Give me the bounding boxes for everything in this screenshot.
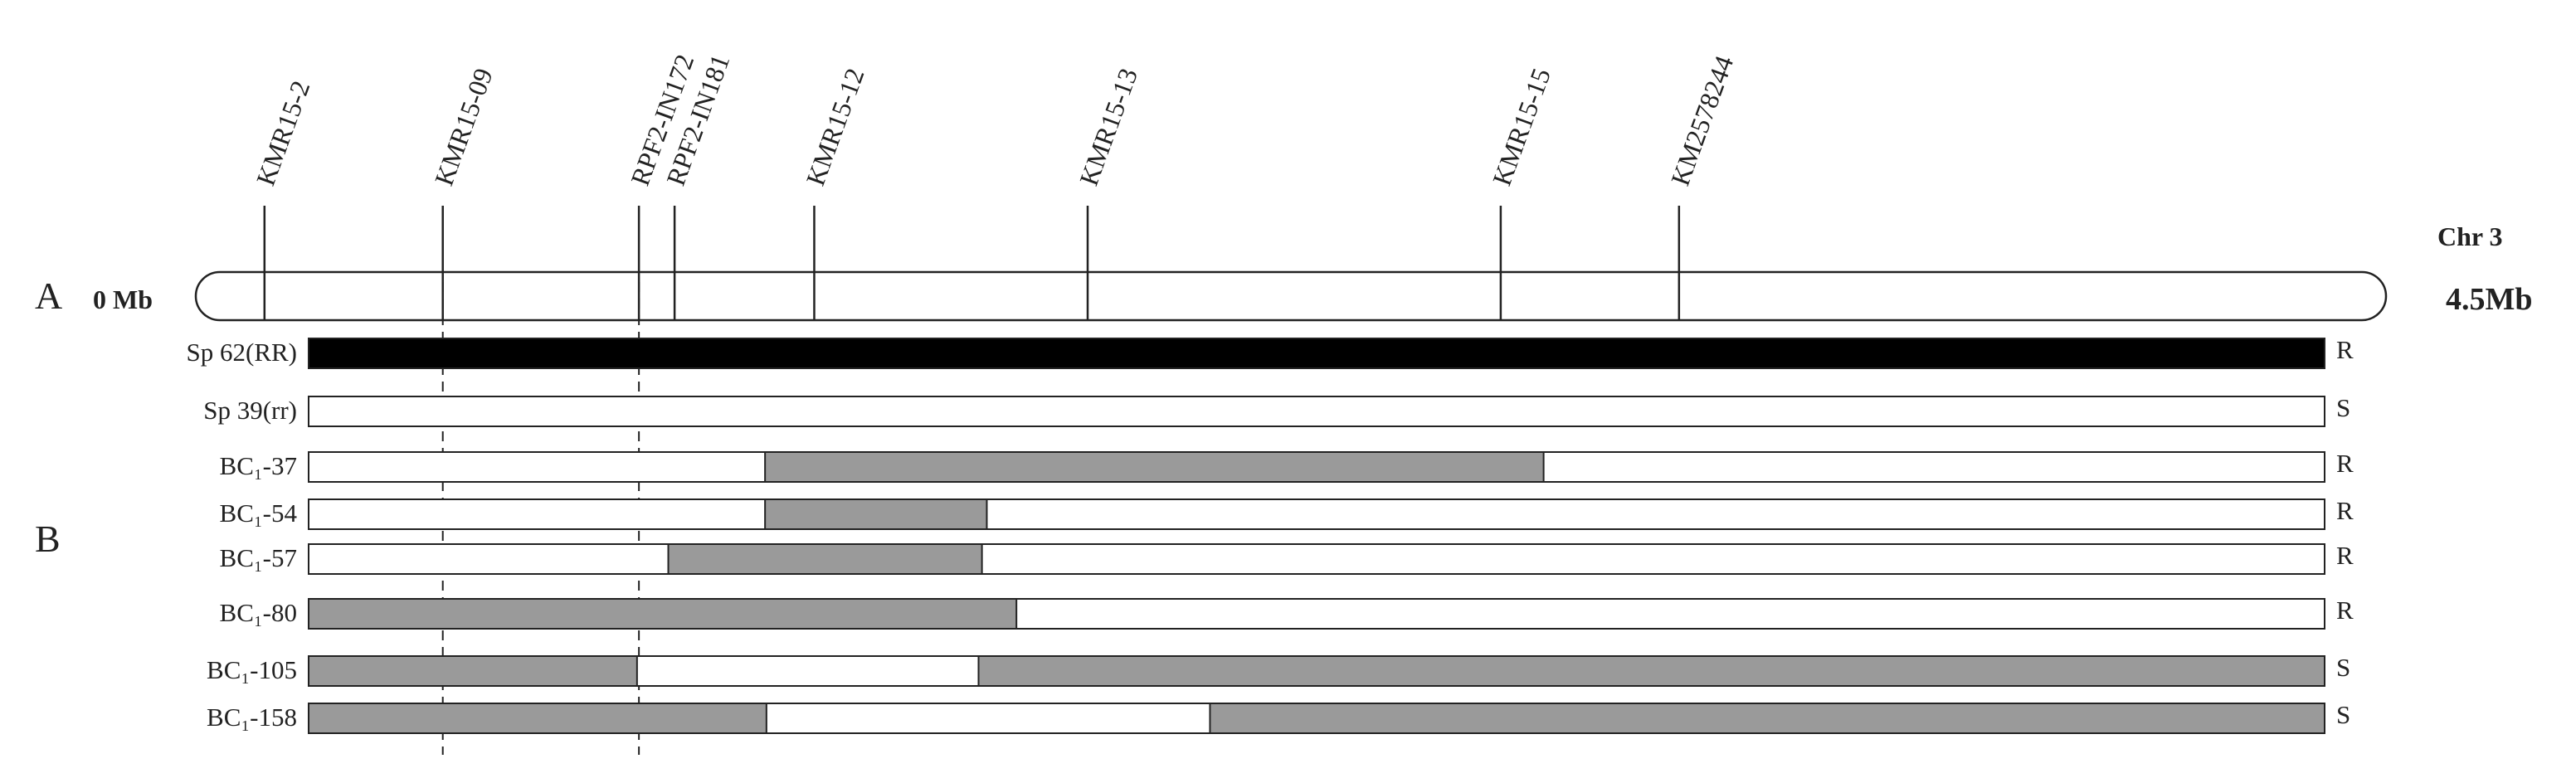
individual-name: BC₁-158 [207, 703, 297, 732]
phenotype-label: S [2336, 653, 2350, 682]
introgression-segment [764, 498, 988, 530]
introgression-segment [1209, 703, 2325, 734]
phenotype-label: R [2336, 335, 2354, 364]
individual-name: BC₁-57 [220, 543, 297, 572]
genotype-bar [308, 396, 2325, 427]
introgression-segment [308, 703, 767, 734]
individual-name: BC₁-54 [220, 498, 298, 528]
phenotype-label: R [2336, 541, 2354, 570]
introgression-segment [308, 598, 1018, 630]
genotype-rows: Sp 62(RR) R Sp 39(rr) S BC₁-37 R BC₁-54 R BC₁-57… [187, 335, 2354, 734]
individual-name: BC₁-80 [220, 598, 297, 627]
genotype-bar [308, 498, 2325, 530]
chromosome-bar [194, 270, 2388, 322]
individual-name: BC₁-37 [220, 451, 297, 480]
genotype-bar [308, 543, 2325, 575]
end-label: 4.5Mb [2446, 282, 2533, 317]
phenotype-label: R [2336, 449, 2354, 478]
marker-label: KMR15-15 [1487, 64, 1556, 189]
marker-label: KMR15-2 [251, 76, 316, 189]
introgression-segment [308, 338, 2325, 369]
individual-name: Sp 39(rr) [203, 396, 297, 425]
start-label: 0 Mb [93, 285, 153, 314]
phenotype-label: S [2336, 393, 2350, 422]
introgression-segment [764, 451, 1545, 483]
introgression-segment [977, 655, 2325, 687]
panel-b-letter: B [35, 518, 61, 560]
introgression-segment [308, 655, 638, 687]
phenotype-label: R [2336, 496, 2354, 525]
chromosome-label: Chr 3 [2437, 221, 2503, 251]
individual-name: Sp 62(RR) [187, 338, 298, 367]
marker-label: KMR15-12 [800, 64, 869, 189]
phenotype-label: R [2336, 596, 2354, 625]
marker-label: KMR15-13 [1074, 64, 1143, 189]
panel-a-letter: A [35, 275, 62, 317]
marker-label: KMR15-09 [428, 64, 498, 189]
phenotype-label: S [2336, 700, 2350, 729]
marker-label: KM2578244 [1665, 51, 1740, 189]
individual-name: BC₁-105 [207, 655, 297, 684]
introgression-segment [667, 543, 983, 575]
